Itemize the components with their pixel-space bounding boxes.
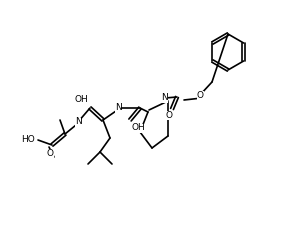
Text: O: O [166, 110, 173, 119]
Text: N: N [75, 118, 81, 126]
Text: O: O [197, 90, 204, 100]
Text: OH: OH [74, 96, 88, 105]
Text: O: O [46, 148, 53, 157]
Text: HO: HO [21, 135, 35, 144]
Text: OH: OH [132, 123, 146, 132]
Text: N: N [115, 104, 122, 113]
Text: N: N [162, 93, 168, 102]
